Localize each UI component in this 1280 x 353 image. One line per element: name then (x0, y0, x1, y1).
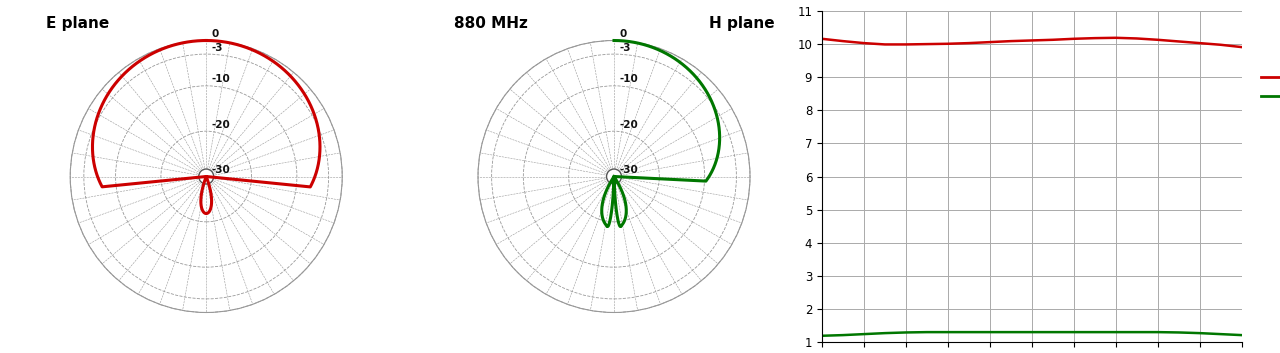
Legend: Gain (dBi), SWR: Gain (dBi), SWR (1256, 67, 1280, 109)
Text: 0: 0 (211, 29, 219, 39)
Text: -3: -3 (620, 43, 631, 53)
Circle shape (607, 169, 622, 184)
Text: -3: -3 (211, 43, 223, 53)
Text: -20: -20 (211, 120, 230, 130)
Text: H plane: H plane (709, 16, 774, 31)
Text: 880 MHz: 880 MHz (453, 16, 527, 31)
Text: -10: -10 (211, 74, 230, 84)
Text: 0: 0 (620, 29, 627, 39)
Text: -30: -30 (211, 165, 230, 175)
Text: -30: -30 (620, 165, 639, 175)
Circle shape (198, 169, 214, 184)
Text: -20: -20 (620, 120, 639, 130)
Text: E plane: E plane (46, 16, 109, 31)
Text: -10: -10 (620, 74, 639, 84)
